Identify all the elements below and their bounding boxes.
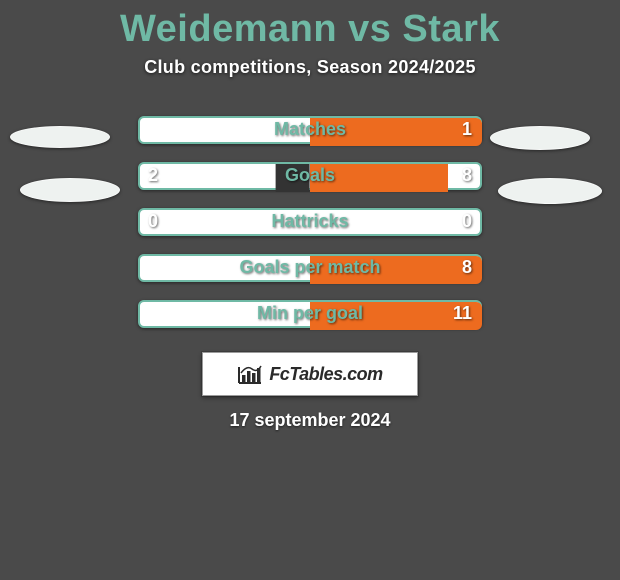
bar-value-left: 2	[148, 165, 158, 186]
datestamp: 17 september 2024	[229, 410, 390, 431]
stat-row: Matches 1	[0, 116, 620, 162]
bar-value-right: 11	[453, 303, 472, 324]
bar-label: Min per goal	[257, 303, 363, 324]
stat-rows: Matches 1 Goals 2 8 Hattricks 0 0 Goals per matc…	[0, 116, 620, 346]
page-title: Weidemann vs Stark	[0, 8, 620, 51]
stat-row: Goals per match 8	[0, 254, 620, 300]
bar-label: Goals per match	[239, 257, 380, 278]
brand-chart-icon	[237, 363, 263, 385]
stat-row: Min per goal 11	[0, 300, 620, 346]
content: Weidemann vs Stark Club competitions, Se…	[0, 0, 620, 346]
subtitle: Club competitions, Season 2024/2025	[0, 57, 620, 78]
bar-label: Hattricks	[271, 211, 348, 232]
brand-box: FcTables.com	[202, 352, 418, 396]
bar-value-right: 8	[462, 257, 472, 278]
bar-label: Goals	[285, 165, 335, 186]
brand-text: FcTables.com	[269, 364, 382, 385]
bar-value-right: 1	[462, 119, 472, 140]
stat-row: Hattricks 0 0	[0, 208, 620, 254]
bar-value-right: 8	[462, 165, 472, 186]
bar-value-right: 0	[462, 211, 472, 232]
stat-row: Goals 2 8	[0, 162, 620, 208]
bar-value-left: 0	[148, 211, 158, 232]
bar-label: Matches	[274, 119, 346, 140]
